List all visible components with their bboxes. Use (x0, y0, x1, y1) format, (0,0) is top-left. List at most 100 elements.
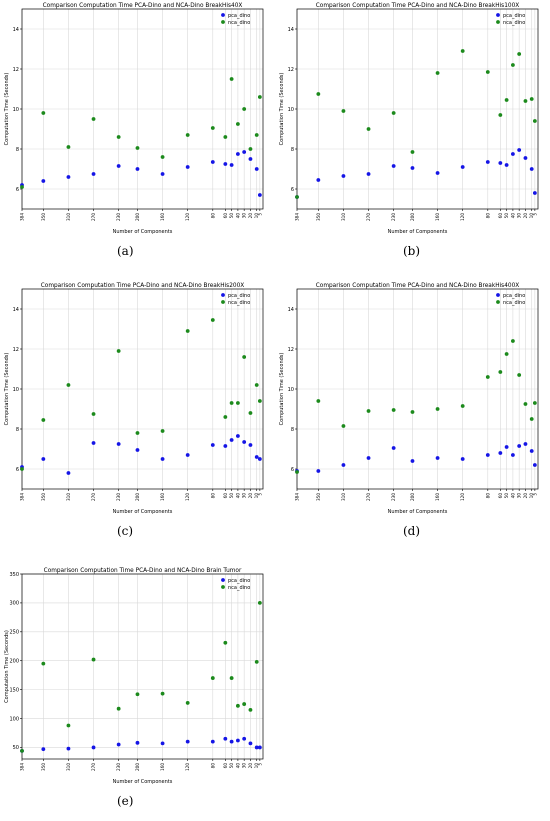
data-point-pca_dino (235, 434, 240, 438)
data-point-pca_dino (366, 172, 371, 176)
y-tick-label: 100 (9, 716, 19, 722)
data-point-nca_dino (160, 691, 165, 696)
data-point-pca_dino (254, 745, 259, 750)
data-point-pca_dino (257, 745, 262, 750)
y-tick-label: 14 (13, 307, 19, 313)
data-point-nca_dino (523, 402, 528, 406)
y-tick-label: 12 (13, 67, 19, 73)
x-tick-label: 30 (517, 213, 522, 219)
x-tick-label: 120 (460, 493, 465, 501)
x-tick-label: 384 (20, 213, 25, 221)
data-point-nca_dino (223, 135, 228, 139)
y-tick-label: 250 (9, 630, 19, 636)
x-tick-label: 80 (210, 213, 215, 219)
data-point-nca_dino (435, 71, 440, 75)
data-point-pca_dino (135, 740, 140, 745)
y-tick-label: 10 (13, 107, 19, 113)
x-tick-label: 200 (410, 493, 415, 501)
data-point-pca_dino (529, 167, 534, 171)
legend-marker-pca_dino (221, 293, 225, 297)
x-axis-label: Number of Components (113, 229, 173, 235)
data-point-pca_dino (410, 166, 415, 170)
data-point-nca_dino (135, 431, 140, 435)
x-tick-label: 30 (242, 763, 247, 769)
data-point-pca_dino (91, 172, 96, 176)
data-point-nca_dino (135, 146, 140, 150)
data-point-nca_dino (257, 399, 262, 403)
data-point-nca_dino (41, 418, 46, 422)
data-point-pca_dino (223, 736, 228, 741)
data-point-pca_dino (160, 741, 165, 746)
scatter-chart-c: Comparison Computation Time PCA-Dino and… (4, 283, 264, 515)
x-tick-label: 160 (435, 213, 440, 221)
legend-label-pca_dino: pca_dino (503, 293, 525, 299)
data-point-pca_dino (66, 746, 71, 751)
data-point-nca_dino (41, 661, 46, 666)
data-point-nca_dino (295, 470, 299, 474)
caption-d: (d) (403, 524, 421, 538)
y-tick-label: 350 (9, 572, 19, 578)
y-tick-label: 10 (13, 387, 19, 393)
x-tick-label: 40 (510, 213, 515, 219)
legend-marker-nca_dino (221, 20, 225, 24)
x-tick-label: 384 (295, 213, 300, 221)
data-point-pca_dino (235, 152, 240, 156)
y-axis-label: Computation Time (Seconds) (279, 353, 285, 426)
x-tick-label: 230 (391, 213, 396, 221)
data-point-pca_dino (460, 165, 465, 169)
y-tick-label: 200 (9, 659, 19, 665)
x-tick-label: 200 (135, 213, 140, 221)
data-point-pca_dino (210, 160, 215, 164)
y-tick-label: 6 (291, 467, 294, 473)
x-tick-label: 10 (529, 493, 534, 499)
data-point-nca_dino (223, 415, 228, 419)
data-point-nca_dino (229, 77, 234, 81)
x-axis-label: Number of Components (113, 509, 173, 515)
x-tick-label: 80 (485, 493, 490, 499)
y-tick-label: 12 (13, 347, 19, 353)
caption-a: (a) (117, 244, 134, 258)
legend-label-nca_dino: nca_dino (228, 20, 250, 26)
legend-label-nca_dino: nca_dino (228, 300, 250, 306)
scatter-chart-d: Comparison Computation Time PCA-Dino and… (279, 283, 539, 515)
data-point-nca_dino (41, 111, 46, 115)
chart-panel-d: Comparison Computation Time PCA-Dino and… (275, 280, 550, 552)
chart-title: Comparison Computation Time PCA-Dino and… (43, 3, 243, 9)
data-point-nca_dino (295, 195, 299, 199)
y-tick-label: 50 (13, 745, 19, 751)
data-point-nca_dino (235, 703, 240, 708)
data-point-pca_dino (160, 172, 165, 176)
data-point-pca_dino (229, 739, 234, 744)
data-point-pca_dino (435, 171, 440, 175)
x-tick-label: 80 (485, 213, 490, 219)
legend-label-nca_dino: nca_dino (228, 585, 250, 591)
data-point-pca_dino (410, 459, 415, 463)
data-point-nca_dino (529, 97, 534, 101)
x-tick-label: 120 (185, 493, 190, 501)
data-point-nca_dino (242, 702, 247, 706)
y-axis-label: Computation Time (Seconds) (279, 73, 285, 146)
x-tick-label: 10 (254, 493, 259, 499)
x-tick-label: 80 (210, 493, 215, 499)
x-tick-label: 10 (254, 213, 259, 219)
data-point-nca_dino (504, 352, 509, 356)
x-axis-label: Number of Components (388, 509, 448, 515)
y-tick-label: 14 (288, 27, 294, 33)
data-point-pca_dino (135, 167, 140, 171)
x-tick-label: 10 (529, 213, 534, 219)
y-tick-label: 8 (16, 427, 19, 433)
chart-title: Comparison Computation Time PCA-Dino and… (316, 3, 520, 9)
x-tick-label: 20 (523, 493, 528, 499)
x-tick-label: 5 (532, 213, 537, 216)
x-tick-label: 60 (223, 763, 228, 769)
data-point-pca_dino (116, 742, 121, 747)
y-axis-label: Computation Time (Seconds) (4, 73, 10, 146)
data-point-pca_dino (532, 463, 537, 467)
legend-label-pca_dino: pca_dino (228, 13, 250, 19)
legend-label-pca_dino: pca_dino (503, 13, 525, 19)
data-point-pca_dino (510, 152, 515, 156)
data-point-nca_dino (242, 355, 247, 359)
data-point-nca_dino (257, 95, 262, 99)
x-tick-label: 200 (135, 763, 140, 771)
data-point-nca_dino (20, 185, 24, 189)
